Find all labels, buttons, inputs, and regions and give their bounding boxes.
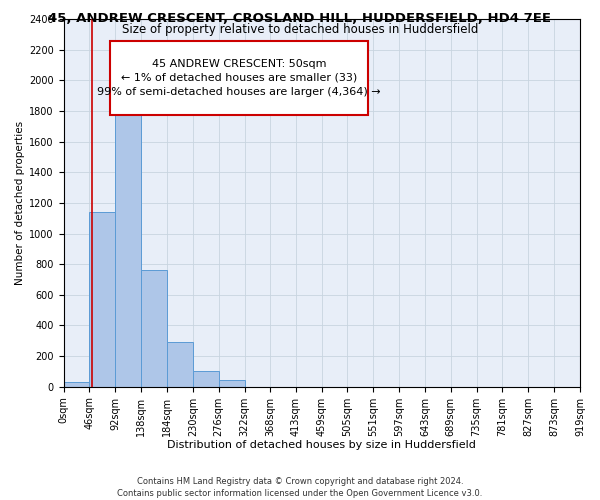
X-axis label: Distribution of detached houses by size in Huddersfield: Distribution of detached houses by size … — [167, 440, 476, 450]
Bar — [89, 212, 115, 386]
Bar — [219, 380, 245, 386]
Bar — [141, 270, 167, 386]
Bar — [193, 372, 219, 386]
FancyBboxPatch shape — [110, 41, 368, 115]
Y-axis label: Number of detached properties: Number of detached properties — [15, 121, 25, 285]
Bar — [167, 342, 193, 386]
Text: 45, ANDREW CRESCENT, CROSLAND HILL, HUDDERSFIELD, HD4 7EE: 45, ANDREW CRESCENT, CROSLAND HILL, HUDD… — [49, 12, 551, 26]
Text: Contains HM Land Registry data © Crown copyright and database right 2024.
Contai: Contains HM Land Registry data © Crown c… — [118, 476, 482, 498]
Text: Size of property relative to detached houses in Huddersfield: Size of property relative to detached ho… — [122, 22, 478, 36]
Text: 45 ANDREW CRESCENT: 50sqm
← 1% of detached houses are smaller (33)
99% of semi-d: 45 ANDREW CRESCENT: 50sqm ← 1% of detach… — [97, 59, 381, 97]
Bar — [64, 382, 89, 386]
Bar — [115, 86, 141, 387]
